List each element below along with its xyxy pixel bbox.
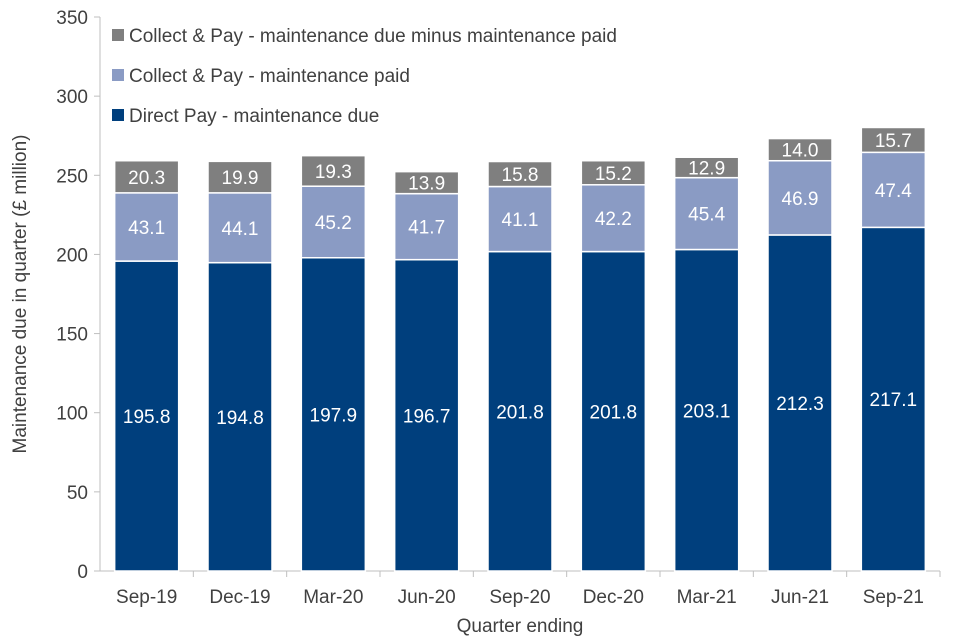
bar-segment-collect-pay-unpaid [767, 137, 833, 162]
bar-data-label: 212.3 [776, 394, 824, 415]
bar-segment-direct-pay [673, 248, 740, 572]
x-tick-label: Jun-20 [398, 587, 456, 608]
bar-segment-direct-pay [487, 250, 553, 572]
bar-data-label: 196.7 [403, 406, 451, 427]
bar-segment-collect-pay-unpaid [860, 126, 927, 154]
bar-segment-direct-pay [767, 234, 833, 572]
bar-segment-collect-pay-unpaid [487, 160, 553, 188]
bar-data-label: 194.8 [216, 408, 264, 429]
bar-data-label: 15.8 [502, 165, 539, 186]
x-tick-label: Jun-21 [771, 587, 829, 608]
bar-data-label: 13.9 [408, 174, 445, 195]
legend-label: Collect & Pay - maintenance due minus ma… [129, 26, 617, 47]
bar-segment-collect-pay-paid [393, 192, 460, 261]
bar-data-label: 15.2 [595, 164, 632, 185]
bar-data-label: 42.2 [595, 209, 632, 230]
bar-data-label: 45.2 [315, 213, 352, 234]
bar-segment-direct-pay [113, 260, 180, 572]
x-tick-label: Sep-21 [863, 587, 924, 608]
x-axis-title: Quarter ending [457, 616, 584, 637]
bar-data-label: 197.9 [310, 405, 358, 426]
legend-swatch [112, 109, 124, 121]
y-tick-label: 50 [67, 483, 88, 504]
legend: Collect & Pay - maintenance due minus ma… [112, 26, 617, 127]
bar-segment-collect-pay-paid [300, 185, 367, 259]
bar-segment-collect-pay-unpaid [113, 159, 180, 194]
x-tick-label: Dec-20 [583, 587, 644, 608]
bar-data-label: 19.3 [315, 162, 352, 183]
bar-data-label: 217.1 [870, 390, 918, 411]
bar-data-label: 201.8 [590, 402, 638, 423]
data-labels: 195.8 43.1 20.3 194.8 44.1 19.9 197.9 45.2 19.3 1… [123, 131, 917, 429]
x-tick-label: Sep-20 [489, 587, 550, 608]
bar-segment-collect-pay-paid [487, 185, 553, 253]
bar-data-label: 19.9 [222, 168, 259, 189]
bar-segment-collect-pay-paid [207, 192, 273, 264]
bar-segment-collect-pay-paid [580, 184, 647, 253]
bar-segment-direct-pay [300, 257, 367, 572]
bar-segment-collect-pay-unpaid [207, 160, 273, 194]
bar-data-label: 41.7 [408, 218, 445, 239]
bar-data-label: 15.7 [875, 131, 912, 152]
bar-data-label: 41.1 [502, 210, 539, 231]
legend-swatch [112, 29, 124, 41]
x-tick-label: Sep-19 [116, 587, 177, 608]
x-tick-label: Mar-20 [303, 587, 363, 608]
bar-segment-collect-pay-unpaid [580, 159, 647, 186]
bar-segment-collect-pay-unpaid [673, 156, 740, 179]
bar-segment-collect-pay-unpaid [393, 170, 460, 195]
bar-data-label: 46.9 [782, 189, 819, 210]
y-tick-label: 250 [56, 166, 88, 187]
bar-segment-collect-pay-paid [113, 192, 180, 262]
bar-data-label: 201.8 [496, 402, 544, 423]
x-tick-label: Mar-21 [677, 587, 737, 608]
y-tick-label: 350 [56, 8, 88, 29]
legend-swatch [112, 69, 124, 81]
bar-data-label: 14.0 [782, 141, 819, 162]
bar-data-label: 12.9 [688, 158, 725, 179]
y-tick-label: 300 [56, 87, 88, 108]
y-tick-label: 100 [56, 404, 88, 425]
bar-data-label: 203.1 [683, 401, 731, 422]
bar-segment-direct-pay [393, 258, 460, 572]
legend-label: Collect & Pay - maintenance paid [129, 66, 410, 87]
x-tick-label: Dec-19 [209, 587, 270, 608]
bar-segment-collect-pay-unpaid [300, 154, 367, 187]
bar-segment-collect-pay-paid [673, 176, 740, 251]
bar-segment-collect-pay-paid [860, 151, 927, 229]
y-tick-label: 200 [56, 245, 88, 266]
bar-data-label: 20.3 [128, 168, 165, 189]
bar-data-label: 44.1 [222, 219, 259, 240]
bar-data-label: 45.4 [688, 205, 725, 226]
bar-data-label: 195.8 [123, 407, 171, 428]
legend-label: Direct Pay - maintenance due [129, 106, 379, 127]
bar-data-label: 47.4 [875, 181, 912, 202]
y-tick-label: 0 [77, 562, 88, 583]
bars [113, 126, 927, 572]
bar-segment-direct-pay [207, 261, 273, 572]
axes: 0 50 100 150 200 250 300 350 Sep-19 Dec-19 Mar-20 J… [56, 8, 941, 608]
y-axis-title: Maintenance due in quarter (£ million) [10, 135, 31, 454]
bar-data-label: 43.1 [128, 218, 165, 239]
bar-segment-direct-pay [860, 226, 927, 572]
y-tick-label: 150 [56, 325, 88, 346]
